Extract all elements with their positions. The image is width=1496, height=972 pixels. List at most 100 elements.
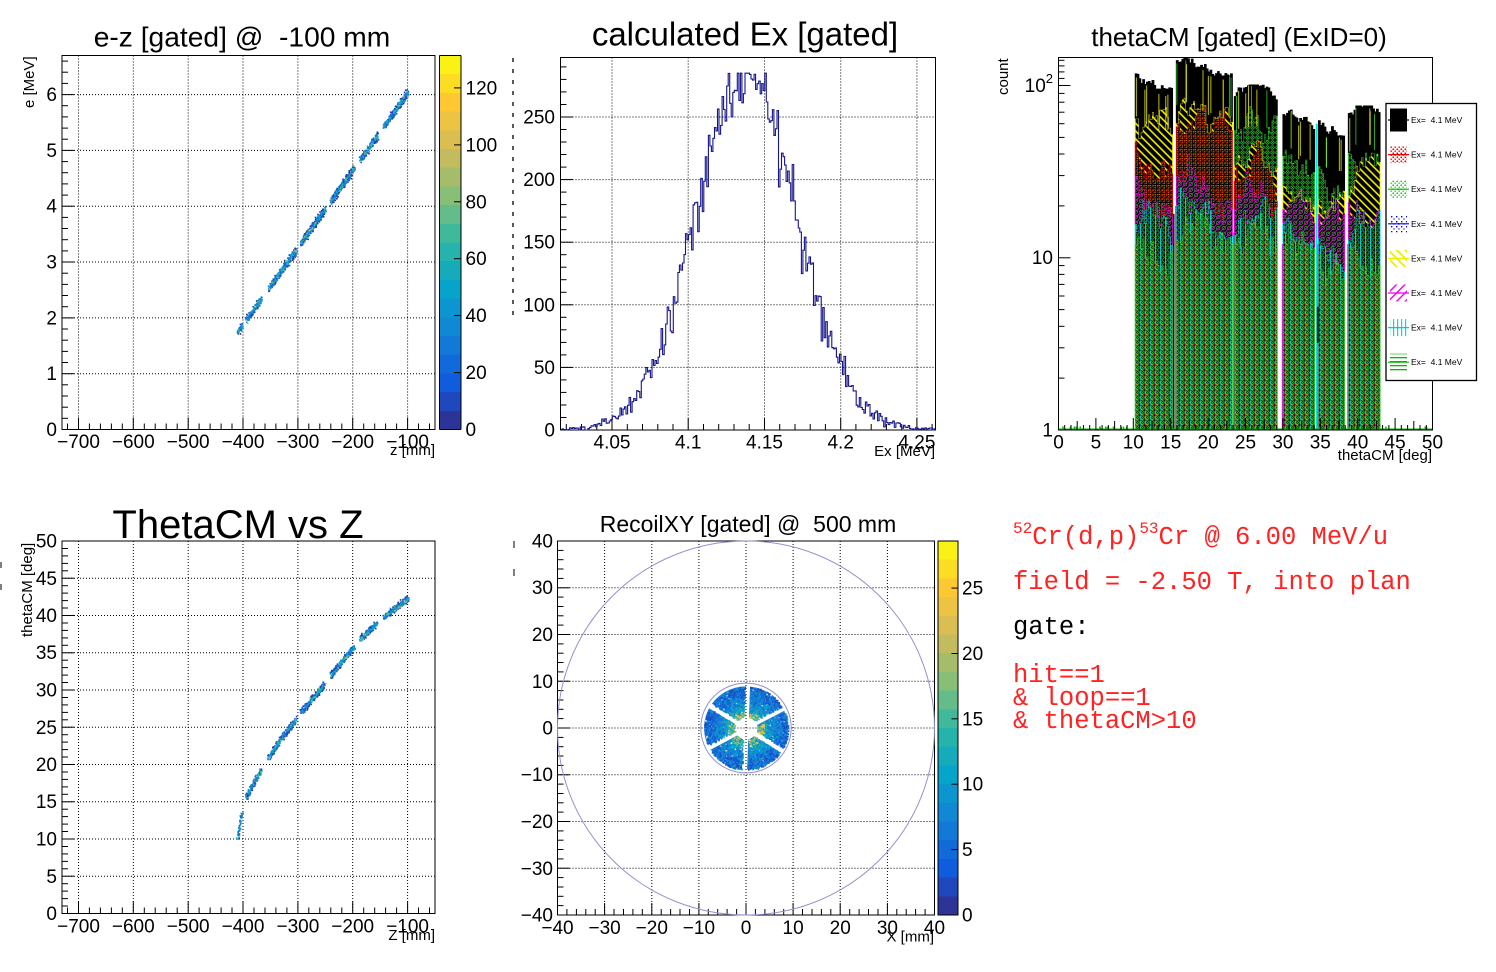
svg-text:−200: −200	[331, 432, 374, 453]
svg-text:−40: −40	[521, 906, 553, 927]
svg-text:−500: −500	[167, 917, 210, 938]
svg-text:3: 3	[46, 253, 57, 274]
svg-text:4.1: 4.1	[675, 433, 701, 454]
svg-text:Ex= 4.1 MeV: Ex= 4.1 MeV	[1411, 323, 1463, 333]
svg-text:thetaCM [deg]: thetaCM [deg]	[1338, 447, 1432, 464]
svg-text:0: 0	[1053, 433, 1064, 454]
svg-text:20: 20	[532, 625, 553, 646]
svg-text:Ex= 4.1 MeV: Ex= 4.1 MeV	[1411, 150, 1463, 160]
svg-text:gate:: gate:	[1013, 613, 1090, 642]
svg-text:Ex [MeV]: Ex [MeV]	[874, 443, 935, 460]
svg-text:15: 15	[1160, 433, 1181, 454]
svg-text:Ex= 4.1 MeV: Ex= 4.1 MeV	[1411, 219, 1463, 229]
svg-text:Ex= 4.1 MeV: Ex= 4.1 MeV	[1411, 357, 1463, 367]
svg-text:−200: −200	[331, 917, 374, 938]
svg-text:−100: −100	[386, 432, 429, 453]
svg-text:Ex= 4.1 MeV: Ex= 4.1 MeV	[1411, 115, 1463, 125]
svg-text:30: 30	[36, 681, 57, 702]
svg-text:10: 10	[532, 672, 553, 693]
svg-text:−30: −30	[588, 918, 620, 939]
svg-text:45: 45	[1385, 433, 1406, 454]
svg-text:thetaCM [deg]: thetaCM [deg]	[19, 543, 36, 637]
svg-text:40: 40	[466, 306, 487, 327]
svg-text:−10: −10	[521, 765, 553, 786]
svg-text:thetaCM [gated] (ExID=0): thetaCM [gated] (ExID=0)	[1091, 22, 1387, 52]
svg-text:& loop==1: & loop==1	[1013, 684, 1151, 713]
svg-text:30: 30	[877, 918, 898, 939]
svg-text:count: count	[995, 57, 1012, 95]
svg-text:100: 100	[466, 135, 498, 156]
svg-text:50: 50	[1422, 433, 1443, 454]
svg-text:Ex= 4.1 MeV: Ex= 4.1 MeV	[1411, 253, 1463, 263]
svg-text:−500: −500	[167, 432, 210, 453]
svg-text:−600: −600	[112, 432, 155, 453]
svg-text:& thetaCM>10: & thetaCM>10	[1013, 707, 1197, 736]
svg-text:Z [mm]: Z [mm]	[388, 927, 435, 944]
svg-text:4.15: 4.15	[746, 433, 783, 454]
svg-text:120: 120	[466, 78, 498, 99]
svg-text:−20: −20	[521, 812, 553, 833]
svg-text:6: 6	[46, 85, 57, 106]
svg-text:−20: −20	[636, 918, 668, 939]
svg-text:10: 10	[36, 830, 57, 851]
svg-text:10: 10	[783, 918, 804, 939]
svg-text:hit==1: hit==1	[1013, 661, 1105, 690]
svg-text:Ex= 4.1 MeV: Ex= 4.1 MeV	[1411, 184, 1463, 194]
svg-text:5: 5	[46, 867, 57, 888]
svg-text:−10: −10	[683, 918, 715, 939]
svg-text:20: 20	[1198, 433, 1219, 454]
svg-text:−40: −40	[541, 918, 573, 939]
svg-text:e [MeV]: e [MeV]	[21, 56, 38, 108]
svg-text:52Cr(d,p)53Cr @ 6.00 MeV/u: 52Cr(d,p)53Cr @ 6.00 MeV/u	[1013, 520, 1388, 552]
svg-text:10: 10	[962, 775, 983, 796]
svg-text:−600: −600	[112, 917, 155, 938]
svg-text:40: 40	[36, 606, 57, 627]
svg-text:10: 10	[1032, 248, 1053, 269]
svg-text:20: 20	[830, 918, 851, 939]
svg-text:0: 0	[46, 904, 57, 925]
svg-text:25: 25	[1235, 433, 1256, 454]
svg-text:40: 40	[924, 918, 945, 939]
svg-text:ThetaCM vs Z: ThetaCM vs Z	[112, 503, 363, 547]
svg-text:0: 0	[542, 719, 553, 740]
svg-text:Ex= 4.1 MeV: Ex= 4.1 MeV	[1411, 288, 1463, 298]
svg-text:−30: −30	[521, 859, 553, 880]
svg-text:X [mm]: X [mm]	[887, 929, 935, 946]
svg-text:−400: −400	[222, 432, 265, 453]
svg-text:field = -2.50 T, into plan: field = -2.50 T, into plan	[1013, 568, 1411, 597]
svg-text:15: 15	[962, 709, 983, 730]
svg-text:−700: −700	[57, 432, 100, 453]
svg-text:100: 100	[523, 295, 555, 316]
svg-text:4.25: 4.25	[898, 433, 935, 454]
svg-text:1: 1	[1042, 421, 1053, 442]
svg-text:RecoilXY [gated] @ 500 mm: RecoilXY [gated] @ 500 mm	[600, 511, 897, 537]
svg-text:2: 2	[46, 308, 57, 329]
svg-text:200: 200	[523, 170, 555, 191]
svg-text:45: 45	[36, 569, 57, 590]
svg-text:30: 30	[1272, 433, 1293, 454]
svg-text:−400: −400	[222, 917, 265, 938]
svg-text:5: 5	[962, 840, 973, 861]
svg-text:0: 0	[544, 421, 555, 442]
svg-text:40: 40	[532, 532, 553, 553]
svg-text:50: 50	[534, 358, 555, 379]
svg-text:102: 102	[1025, 71, 1053, 97]
svg-text:20: 20	[962, 644, 983, 665]
svg-text:4.05: 4.05	[594, 433, 631, 454]
svg-text:25: 25	[36, 718, 57, 739]
svg-text:e-z [gated] @ -100 mm: e-z [gated] @ -100 mm	[94, 21, 391, 53]
svg-text:40: 40	[1347, 433, 1368, 454]
svg-text:1: 1	[46, 364, 57, 385]
svg-text:0: 0	[466, 420, 477, 441]
svg-text:−300: −300	[277, 432, 320, 453]
svg-text:10: 10	[1123, 433, 1144, 454]
svg-text:−100: −100	[386, 917, 429, 938]
svg-text:25: 25	[962, 579, 983, 600]
svg-text:4: 4	[46, 197, 57, 218]
svg-text:20: 20	[36, 755, 57, 776]
svg-text:calculated Ex [gated]: calculated Ex [gated]	[592, 16, 898, 53]
svg-text:4.2: 4.2	[827, 433, 853, 454]
svg-text:35: 35	[36, 643, 57, 664]
svg-text:150: 150	[523, 233, 555, 254]
svg-text:0: 0	[46, 420, 57, 441]
